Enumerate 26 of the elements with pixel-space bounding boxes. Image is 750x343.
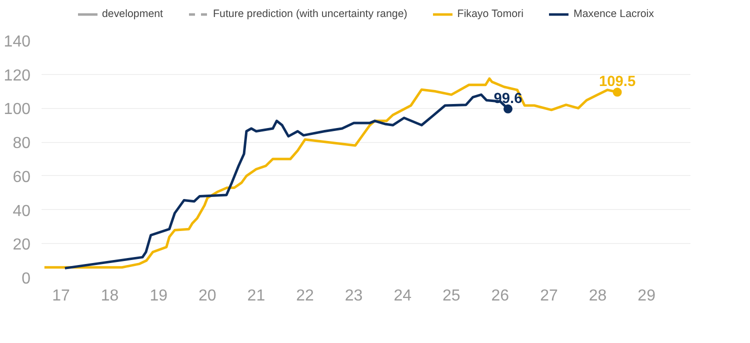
x-tick-label: 25 [442, 288, 460, 304]
x-tick-label: 24 [394, 288, 412, 304]
x-tick-label: 27 [540, 288, 558, 304]
y-tick-label: 40 [12, 202, 31, 220]
legend-label: Maxence Lacroix [573, 8, 654, 20]
legend-label: Fikayo Tomori [457, 8, 524, 20]
x-tick-label: 29 [638, 288, 656, 304]
x-tick-label: 26 [491, 288, 510, 304]
x-tick-label: 20 [198, 288, 216, 304]
legend-label: Future prediction (with uncertainty range) [213, 8, 408, 20]
y-tick-label: 20 [12, 236, 31, 254]
x-tick-label: 19 [150, 288, 168, 304]
y-tick-label: 0 [22, 270, 31, 288]
x-tick-label: 21 [247, 288, 266, 304]
y-tick-label: 60 [12, 168, 31, 186]
legend-label: development [102, 8, 164, 20]
x-tick-label: 18 [100, 288, 119, 304]
y-tick-label: 100 [4, 101, 31, 118]
y-tick-label: 120 [4, 67, 31, 84]
annotation: 109.5 [598, 74, 636, 90]
y-tick-label: 140 [4, 34, 31, 50]
x-tick-label: 23 [344, 288, 363, 304]
x-tick-label: 17 [52, 288, 70, 304]
x-tick-label: 22 [296, 288, 314, 304]
x-tick-label: 28 [588, 288, 607, 304]
y-tick-label: 80 [12, 135, 31, 152]
